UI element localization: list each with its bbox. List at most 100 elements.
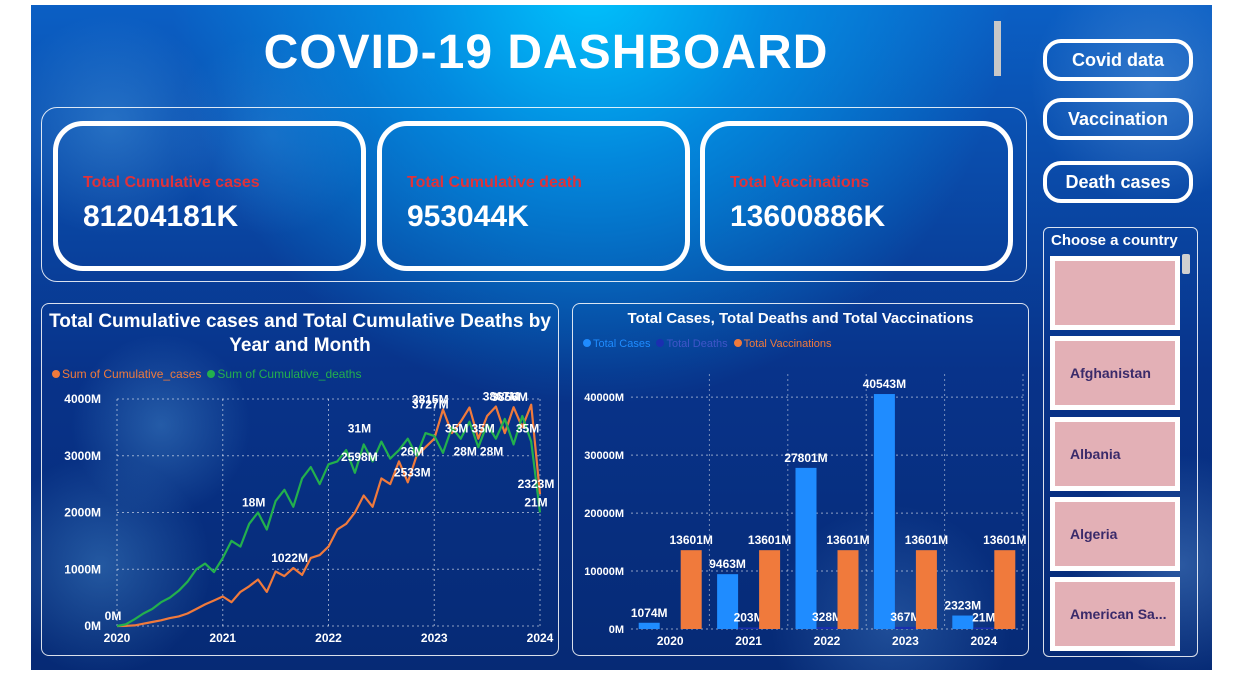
y-tick-label: 30000M — [584, 450, 624, 462]
bar-vaccinations — [759, 550, 781, 629]
bar-vaccinations — [837, 550, 859, 629]
x-tick-label: 2023 — [892, 634, 919, 648]
bar-data-label: 27801M — [784, 451, 827, 465]
y-tick-label: 3000M — [64, 449, 101, 463]
bar-data-label: 13601M — [983, 533, 1026, 547]
bar-data-label: 21M — [972, 611, 995, 625]
bar-chart-panel[interactable]: Total Cases, Total Deaths and Total Vacc… — [572, 303, 1029, 656]
legend-item-total-vaccinations[interactable]: Total Vaccinations — [733, 338, 832, 350]
kpi-card-deaths: Total Cumulative death 953044K — [377, 121, 690, 271]
bar-deaths — [738, 627, 760, 629]
data-label: 35M — [445, 422, 468, 436]
bar-data-label: 9463M — [709, 557, 746, 571]
bar-vaccinations — [680, 550, 702, 629]
bar-data-label: 1074M — [631, 606, 668, 620]
bar-data-label: 13601M — [826, 533, 869, 547]
bar-data-label: 367M — [890, 610, 920, 624]
data-label: 1022M — [271, 551, 308, 565]
bar-vaccinations — [915, 550, 937, 629]
data-label: 3856M — [491, 390, 528, 404]
country-item-algeria[interactable]: Algeria — [1050, 497, 1180, 571]
x-tick-label: 2020 — [657, 634, 684, 648]
y-tick-label: 4000M — [64, 392, 101, 406]
bar-data-label: 13601M — [748, 533, 791, 547]
kpi-label: Total Cumulative cases — [83, 174, 260, 191]
vaccination-button[interactable]: Vaccination — [1043, 98, 1193, 140]
y-tick-label: 10000M — [584, 566, 624, 578]
legend-item-cases[interactable]: Sum of Cumulative_cases — [52, 367, 201, 381]
cases-line — [116, 403, 542, 628]
data-label: 2323M — [518, 477, 555, 491]
x-tick-label: 2023 — [421, 631, 448, 645]
y-tick-label: 0M — [84, 619, 101, 633]
bar-deaths — [816, 627, 838, 629]
bar-chart: 0M 10000M 20000M 30000M 40000M 2020 1074M 13601… — [584, 374, 1026, 648]
deaths-line — [116, 414, 542, 628]
x-tick-label: 2022 — [814, 634, 841, 648]
country-item-afghanistan[interactable]: Afghanistan — [1050, 336, 1180, 410]
bar-cases — [952, 615, 974, 629]
y-tick-label: 0M — [609, 624, 624, 636]
x-tick-label: 2024 — [970, 634, 997, 648]
data-label: 35M — [471, 422, 494, 436]
y-tick-label: 20000M — [584, 508, 624, 520]
covid-data-button[interactable]: Covid data — [1043, 39, 1193, 81]
bar-data-label: 203M — [734, 611, 764, 625]
x-tick-label: 2022 — [315, 631, 342, 645]
country-item-american-samoa[interactable]: American Sa... — [1050, 577, 1180, 651]
data-label: 3727M — [412, 397, 449, 411]
data-label: 0M — [105, 609, 122, 623]
data-label: 26M — [401, 444, 424, 458]
kpi-card-vaccinations: Total Vaccinations 13600886K — [700, 121, 1013, 271]
x-tick-label: 2024 — [527, 631, 554, 645]
bar-deaths — [894, 626, 916, 629]
data-label: 3815M — [412, 392, 449, 406]
y-tick-label: 40000M — [584, 392, 624, 404]
legend-item-total-cases[interactable]: Total Cases — [583, 338, 650, 350]
x-tick-label: 2021 — [209, 631, 236, 645]
x-tick-label: 2021 — [735, 634, 762, 648]
x-tick-label: 2020 — [104, 631, 131, 645]
bar-deaths — [973, 627, 995, 629]
data-label: 35M — [516, 422, 539, 436]
slicer-scrollbar[interactable] — [1182, 254, 1190, 274]
kpi-label: Total Cumulative death — [407, 174, 582, 191]
bar-cases — [717, 574, 739, 629]
line-chart-title: Total Cumulative cases and Total Cumulat… — [49, 311, 551, 356]
kpi-value: 13600886K — [730, 200, 886, 233]
bar-data-label: 13601M — [670, 533, 713, 547]
kpi-card-cases: Total Cumulative cases 81204181K — [53, 121, 366, 271]
bar-vaccinations — [994, 550, 1016, 629]
slicer-heading: Choose a country — [1051, 232, 1178, 249]
page-title: COVID-19 DASHBOARD — [263, 26, 829, 79]
kpi-label: Total Vaccinations — [730, 174, 870, 191]
country-item-blank[interactable] — [1050, 256, 1180, 330]
country-slicer: Choose a country Afghanistan Albania Alg… — [1043, 227, 1198, 657]
y-tick-label: 1000M — [64, 562, 101, 576]
data-label: 18M — [242, 496, 265, 510]
bar-data-label: 328M — [812, 610, 842, 624]
data-label: 31M — [348, 422, 371, 436]
line-chart: 0M 1000M 2000M 3000M 4000M 2020 2021 2022 2023 20… — [64, 390, 555, 645]
bar-cases — [795, 467, 817, 629]
death-cases-button[interactable]: Death cases — [1043, 161, 1193, 203]
bar-chart-legend: Total Cases Total Deaths Total Vaccinati… — [583, 338, 832, 350]
data-label: 3867M — [483, 390, 520, 404]
bar-data-label: 13601M — [905, 533, 948, 547]
line-chart-panel[interactable]: Total Cumulative cases and Total Cumulat… — [41, 303, 559, 656]
kpi-value: 81204181K — [83, 200, 239, 233]
bar-cases — [873, 394, 895, 629]
data-label: 2533M — [394, 465, 431, 479]
bar-data-label: 40543M — [863, 377, 906, 391]
bar-cases — [638, 622, 660, 629]
title-divider — [994, 21, 1001, 76]
legend-item-total-deaths[interactable]: Total Deaths — [656, 338, 728, 350]
kpi-value: 953044K — [407, 200, 529, 233]
country-item-albania[interactable]: Albania — [1050, 417, 1180, 491]
kpi-panel — [41, 107, 1027, 282]
data-label: 28M — [453, 444, 476, 458]
data-label: 21M — [524, 496, 547, 510]
data-label: 2598M — [341, 450, 378, 464]
line-chart-legend: Sum of Cumulative_cases Sum of Cumulativ… — [52, 367, 361, 381]
legend-item-deaths[interactable]: Sum of Cumulative_deaths — [207, 367, 361, 381]
